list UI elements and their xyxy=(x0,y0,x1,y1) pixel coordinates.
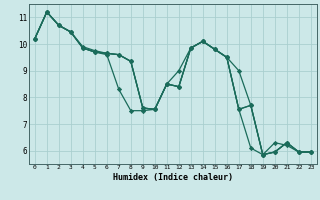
X-axis label: Humidex (Indice chaleur): Humidex (Indice chaleur) xyxy=(113,173,233,182)
